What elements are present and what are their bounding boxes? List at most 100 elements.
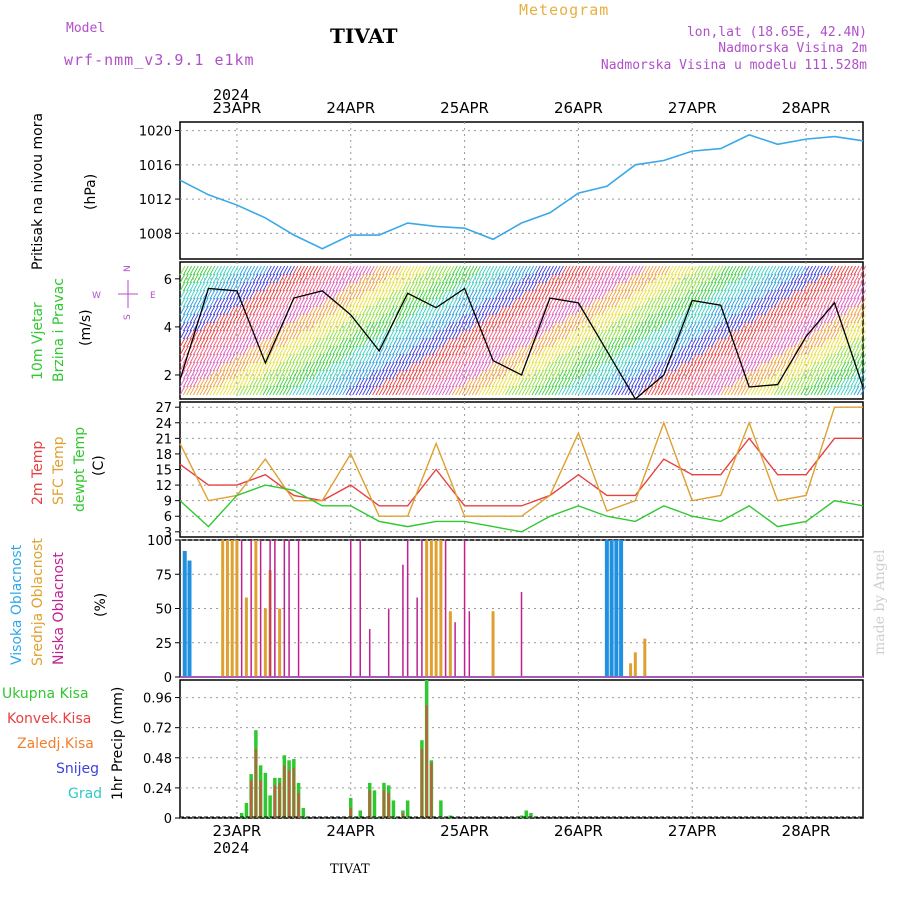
wind-barb	[697, 329, 704, 340]
wind-barb	[501, 313, 508, 324]
wind-barb	[335, 321, 342, 332]
wind-barb	[229, 281, 236, 292]
wind-barb	[255, 337, 262, 348]
wind-barb	[700, 385, 707, 396]
wind-barb	[375, 313, 382, 324]
wind-barb	[242, 377, 249, 388]
wind-barb	[734, 329, 740, 340]
wind-barb	[232, 353, 239, 364]
wind-barb	[611, 361, 618, 372]
wind-barb	[564, 265, 571, 276]
wind-barb	[242, 273, 249, 284]
wind-barb	[587, 353, 594, 364]
wind-barb	[611, 265, 618, 276]
wind-barb	[295, 385, 302, 396]
wind-barb	[478, 265, 485, 276]
wind-barb	[587, 361, 594, 372]
wind-barb	[730, 377, 737, 388]
wind-barb	[561, 297, 568, 308]
wind-barb	[750, 297, 757, 308]
wind-barb	[657, 273, 664, 284]
wind-barb	[408, 297, 415, 308]
wind-barb	[405, 273, 412, 284]
wind-barb	[793, 321, 800, 332]
wind-barb	[591, 265, 598, 276]
wind-barb	[518, 329, 525, 340]
wind-barb	[242, 361, 249, 372]
wind-barb	[352, 329, 359, 340]
wind-barb	[262, 377, 269, 388]
wind-barb	[548, 361, 554, 372]
wind-barb	[372, 377, 378, 388]
wind-barb	[202, 385, 209, 396]
wind-barb	[246, 337, 252, 348]
wind-barb	[700, 369, 707, 380]
wind-barb	[631, 377, 637, 388]
wind-barb	[727, 297, 734, 308]
wind-barb	[388, 353, 395, 364]
wind-barb	[534, 273, 541, 284]
wind-barb	[631, 345, 637, 356]
wind-barb	[431, 321, 438, 332]
wind-barb	[787, 265, 793, 276]
wind-barb	[338, 329, 345, 340]
wind-barb	[750, 273, 757, 284]
wind-barb	[504, 377, 511, 388]
wind-barb	[631, 289, 637, 300]
wind-barb	[514, 385, 521, 396]
wind-barb	[239, 377, 246, 388]
wind-barb	[485, 329, 491, 340]
wind-barb	[375, 273, 382, 284]
wind-barb	[637, 329, 644, 340]
wind-barb	[348, 297, 355, 308]
wind-barb	[385, 281, 392, 292]
wind-barb	[823, 337, 830, 348]
wind-barb	[421, 345, 428, 356]
wind-barb	[362, 377, 369, 388]
wind-barb	[498, 289, 505, 300]
wind-barb	[368, 385, 375, 396]
wind-barb	[850, 369, 857, 380]
wind-barb	[478, 337, 485, 348]
wind-barb	[461, 297, 468, 308]
wind-barb	[720, 297, 727, 308]
wind-barb	[690, 329, 697, 340]
wind-barb	[850, 385, 857, 396]
wind-barb	[664, 273, 671, 284]
wind-barb	[528, 369, 535, 380]
wind-barb	[285, 353, 292, 364]
wind-barb	[325, 273, 332, 284]
wind-barb	[518, 273, 525, 284]
wind-barb	[524, 297, 531, 308]
wind-barb	[504, 361, 511, 372]
wind-barb	[757, 337, 764, 348]
wind-barb	[269, 369, 276, 380]
wind-barb	[607, 321, 614, 332]
wind-barb	[717, 337, 724, 348]
wind-barb	[511, 297, 518, 308]
wind-barb	[687, 265, 694, 276]
wind-barb	[335, 281, 342, 292]
wind-barb	[680, 273, 687, 284]
wind-barb	[644, 377, 651, 388]
wind-barb	[252, 281, 259, 292]
wind-barb	[644, 337, 651, 348]
wind-barb	[269, 337, 276, 348]
wind-barb	[511, 289, 518, 300]
wind-barb	[836, 353, 843, 364]
wind-barb	[687, 361, 694, 372]
wind-barb	[710, 289, 717, 300]
wind-barb	[382, 313, 388, 324]
wind-barb	[591, 281, 598, 292]
wind-barb	[262, 273, 269, 284]
wind-barb	[325, 297, 332, 308]
wind-barb	[800, 345, 807, 356]
wind-barb	[385, 369, 392, 380]
wind-barb	[365, 369, 372, 380]
wind-barb	[730, 369, 737, 380]
wind-barb	[498, 369, 505, 380]
wind-barb	[763, 361, 770, 372]
wind-barb	[846, 353, 853, 364]
wind-barb	[651, 297, 657, 308]
wind-barb	[272, 265, 279, 276]
